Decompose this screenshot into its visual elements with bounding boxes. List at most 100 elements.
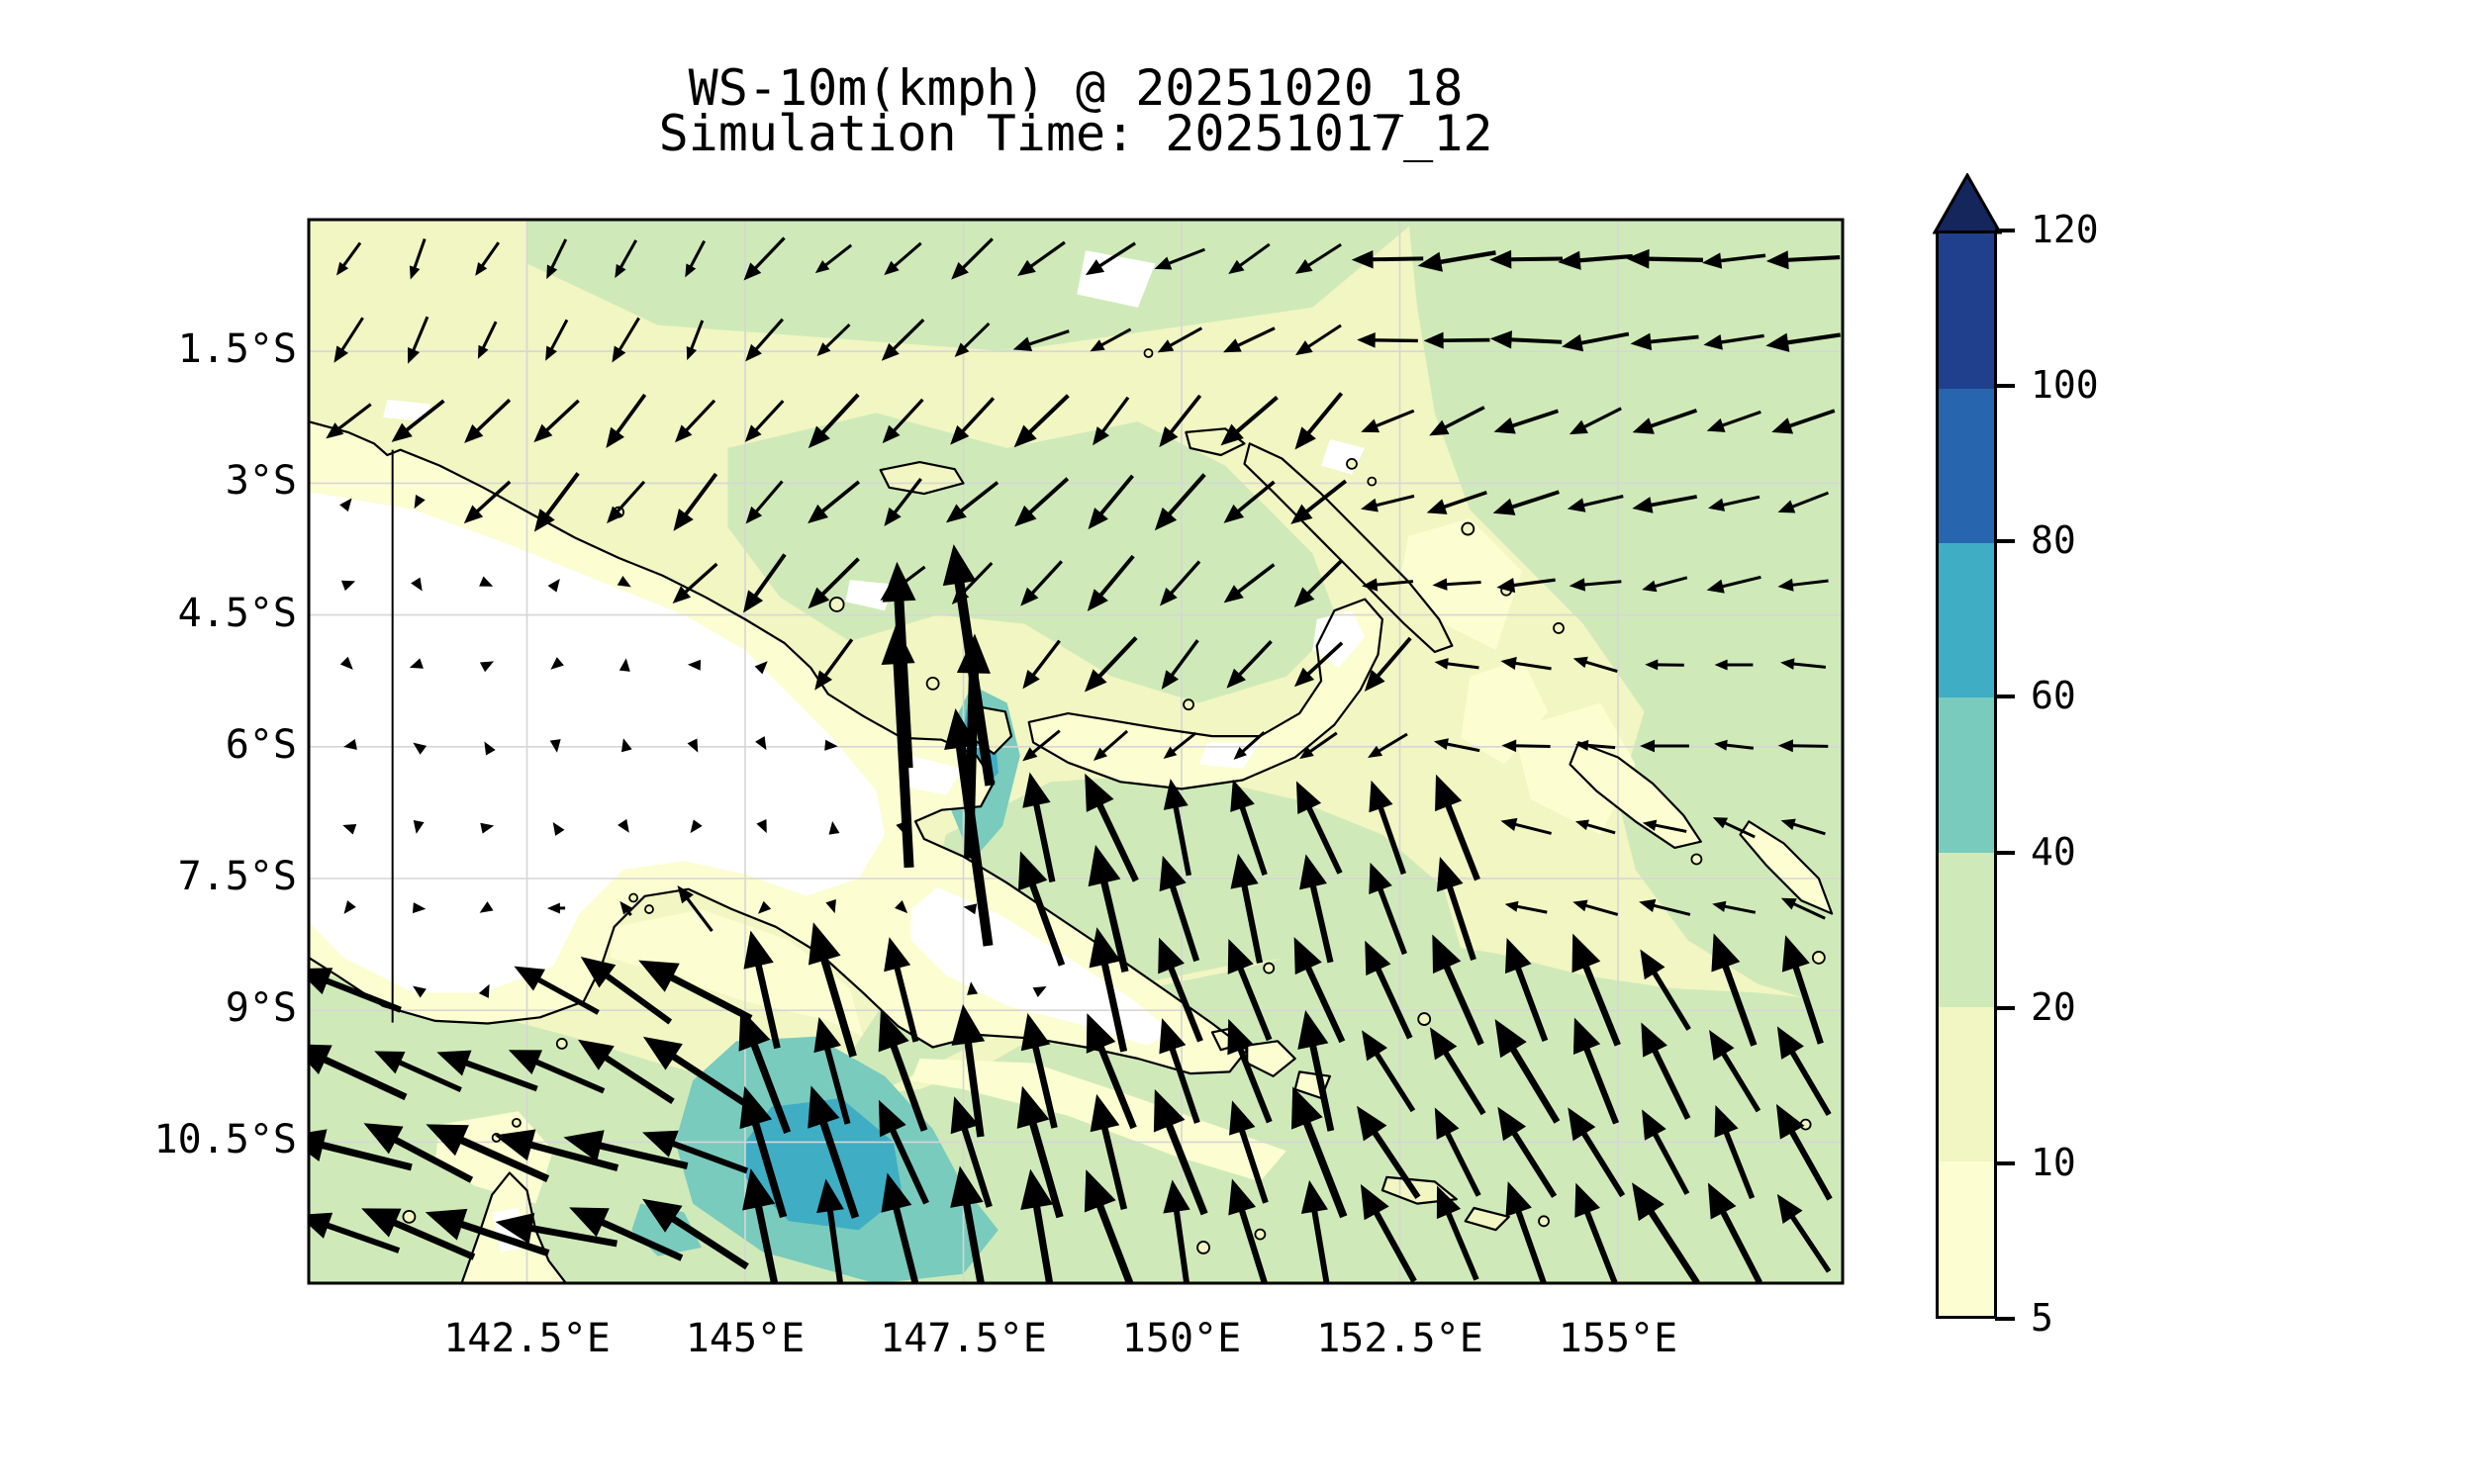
wind-arrow-head (1765, 332, 1790, 352)
map-frame (307, 218, 1845, 1285)
colorbar-tick-mark (1995, 850, 2015, 855)
wind-arrow-head (1712, 817, 1729, 829)
wind-arrow-shaft (889, 1127, 929, 1205)
wind-arrow-head (1494, 1018, 1527, 1059)
wind-arrow-head (755, 736, 767, 751)
wind-arrow-head (1294, 259, 1313, 274)
wind-arrow-shaft (962, 1202, 985, 1283)
wind-arrow-shaft (819, 957, 857, 1058)
wind-arrow-head (944, 708, 978, 750)
wind-arrow-shaft (670, 1215, 749, 1270)
chart-subtitle: Simulation Time: 20251017_12 (658, 105, 1493, 162)
islet (1538, 1215, 1550, 1228)
wind-arrow-shaft (1238, 1128, 1269, 1204)
wind-arrow-head (1632, 1182, 1665, 1222)
wind-arrow-head (1714, 659, 1728, 671)
wind-arrow-shaft (1509, 337, 1563, 344)
wind-arrow-shaft (320, 1141, 413, 1171)
wind-arrow-head (479, 661, 494, 673)
wind-arrow-shaft (1649, 334, 1699, 344)
wind-arrow-head (549, 739, 561, 753)
wind-arrow-head (409, 265, 421, 280)
wind-arrow-shaft (1653, 823, 1687, 833)
coastline-new-ireland (1243, 442, 1454, 653)
wind-arrow-shaft (1032, 1204, 1054, 1283)
wind-arrow-shaft (1309, 883, 1334, 964)
wind-arrow-head (479, 901, 494, 913)
wind-arrow-shaft (754, 1204, 779, 1283)
wind-arrow-shaft (1096, 636, 1138, 679)
wind-arrow-head (739, 1085, 773, 1130)
wind-arrow-shaft (1236, 480, 1276, 514)
wind-arrow-shaft (819, 557, 860, 597)
wind-arrow-shaft (1306, 242, 1342, 268)
wind-arrow-head (619, 900, 632, 915)
wind-arrow-shaft (1097, 241, 1136, 268)
coastline-new-hanover (1185, 427, 1246, 457)
wind-arrow-head (1781, 935, 1810, 973)
wind-arrow-head (1022, 670, 1040, 690)
wind-arrow-head (1777, 739, 1793, 753)
colorbar-tick-label: 5 (2031, 1296, 2053, 1341)
wind-arrow-shaft (475, 480, 512, 514)
wind-arrow-shaft (618, 239, 638, 270)
wind-arrow-head (1712, 900, 1727, 912)
islet (828, 597, 845, 612)
wind-arrow-shaft (1169, 883, 1200, 963)
wind-arrow-head (1293, 667, 1315, 688)
wind-arrow-shaft (1371, 256, 1424, 262)
land-overlay-ng-interior-calm (309, 492, 886, 993)
wind-arrow-head (738, 1008, 771, 1052)
colorbar-segment (1939, 542, 1994, 698)
wind-arrow-shaft (683, 562, 718, 595)
wind-arrow-shaft (1311, 1209, 1330, 1283)
wind-arrow-head (309, 968, 333, 995)
wind-arrow-head (1090, 339, 1105, 352)
wind-arrow-head (816, 342, 831, 356)
wind-arrow-shaft (823, 243, 853, 268)
wind-arrow-head (808, 425, 830, 449)
wind-arrow-shaft (1375, 580, 1414, 587)
wind-arrow-shaft (324, 977, 402, 1013)
wind-arrow-head (477, 344, 489, 359)
wind-arrow-head (475, 262, 488, 276)
wind-arrow-head (1707, 498, 1726, 511)
wind-arrow-shaft (1649, 495, 1698, 508)
wind-arrow-head (463, 505, 484, 524)
wind-arrow-shaft (1790, 744, 1829, 748)
wind-arrow-head (547, 578, 560, 593)
wind-arrow-head (686, 345, 698, 361)
wind-arrow-shaft (1171, 731, 1197, 754)
wind-arrow-shaft (615, 480, 646, 513)
y-tick-label: 9°S (225, 985, 297, 1032)
wind-arrow-shaft (392, 1219, 476, 1260)
wind-arrow-head (816, 1178, 844, 1214)
colorbar-tick-mark (1995, 1317, 2015, 1321)
wind-arrow-shaft (750, 1042, 792, 1134)
wind-arrow-shaft (1789, 1049, 1832, 1117)
wind-arrow-head (1369, 780, 1393, 813)
wind-arrow-head (508, 1050, 543, 1074)
wind-arrow-shaft (1305, 641, 1344, 677)
wind-arrow-shaft (463, 1060, 538, 1092)
wind-arrow-shaft (1305, 392, 1344, 436)
wind-arrow-head (1228, 1178, 1257, 1216)
wind-arrow-head (1777, 500, 1796, 513)
wind-arrow-head (1492, 498, 1516, 515)
wind-arrow-head (1435, 774, 1463, 812)
wind-arrow-head (309, 1212, 333, 1239)
wind-arrow-head (642, 1130, 679, 1158)
wind-arrow-shaft (1444, 802, 1480, 881)
wind-arrow-shaft (670, 1053, 748, 1107)
wind-arrow-head (1572, 656, 1588, 669)
wind-arrow-head (642, 1036, 683, 1070)
wind-arrow-head (1087, 589, 1108, 611)
wind-arrow-shaft (459, 1220, 550, 1257)
wind-arrow-head (884, 260, 900, 276)
wind-arrow-head (1297, 1009, 1329, 1050)
colorbar-tick-mark (1995, 539, 2015, 544)
wind-arrow-head (343, 739, 357, 750)
wind-arrow-head (464, 423, 484, 443)
colorbar-segment (1939, 852, 1994, 1007)
